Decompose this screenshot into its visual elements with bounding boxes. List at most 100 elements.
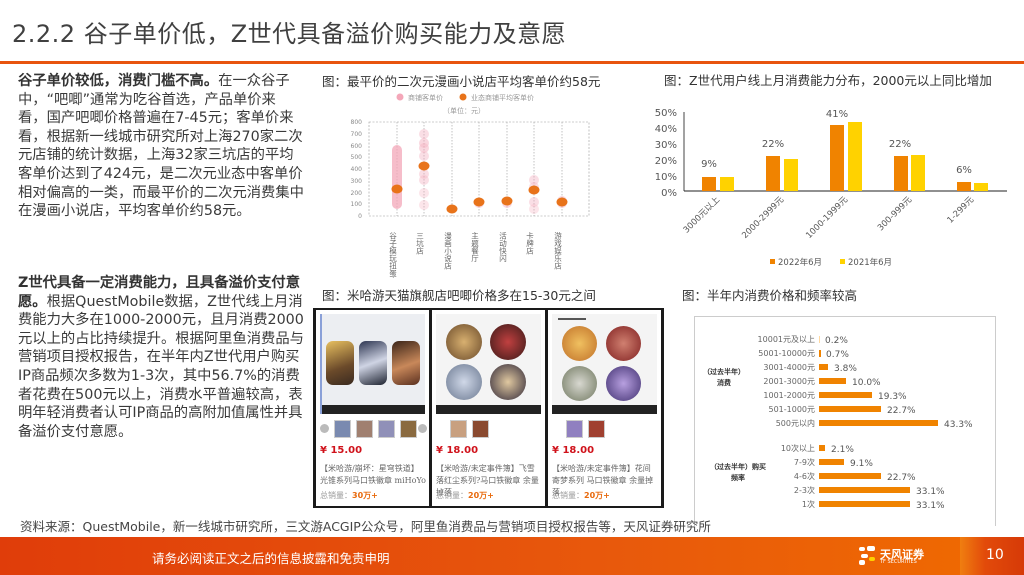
svg-text:300: 300 [351, 178, 363, 185]
products-caption: 图：米哈游天猫旗舰店吧唧价格多在15-30元之间 [322, 288, 596, 303]
spend-categories: 10001元及以上 5001-10000元 3001-4000元 2001-30… [758, 335, 815, 428]
footer-bar: 请务必阅读正文之后的信息披露和免责申明 天风证券 TF SECURITIES 1… [0, 537, 1024, 575]
svg-text:3000元以上: 3000元以上 [682, 195, 723, 236]
svg-text:1次: 1次 [802, 499, 815, 509]
group-label-spend: （过去半年） 消费 [703, 367, 745, 387]
legend-shop-marker [396, 93, 404, 101]
svg-text:700: 700 [351, 131, 363, 138]
svg-text:4-6次: 4-6次 [794, 471, 815, 481]
frequency-bars [819, 445, 910, 507]
svg-text:2.1%: 2.1% [831, 445, 854, 455]
svg-text:7-9次: 7-9次 [794, 457, 815, 467]
thumbnail-strip[interactable] [320, 420, 427, 440]
svg-text:600: 600 [351, 143, 363, 150]
svg-text:3.8%: 3.8% [834, 364, 857, 374]
product-image [320, 314, 425, 414]
product-name[interactable]: 【米哈游/未定事件簿】花间寄梦系列 马口铁徽章 余量掉落 [552, 464, 654, 497]
svg-text:6%: 6% [956, 165, 972, 176]
product-price: ¥ 18.00 [552, 445, 595, 456]
bars-2021 [720, 122, 988, 191]
svg-text:41%: 41% [826, 109, 848, 120]
x-axis-labels: 谷子模玩扭蛋店 三坑店 漫画小说店 主题餐厅 活动快闪 卡牌店 游戏娱乐店 [388, 231, 562, 278]
svg-text:30%: 30% [655, 140, 677, 151]
svg-text:3001-4000元: 3001-4000元 [763, 363, 815, 372]
bar-chart: 50% 40% 30% 20% 10% 0% 9% 22% 41% 22% 6%… [655, 108, 1007, 268]
title-divider [0, 61, 1024, 64]
svg-text:800: 800 [351, 119, 363, 126]
disclaimer-link[interactable]: 请务必阅读正文之后的信息披露和免责申明 [152, 551, 390, 566]
legend-avg-marker [459, 93, 467, 101]
svg-text:33.1%: 33.1% [916, 487, 945, 497]
scatter-caption: 图：最平价的二次元漫画小说店平均客单价约58元 [322, 74, 601, 89]
svg-text:500: 500 [351, 154, 363, 161]
product-card: ¥ 18.00 【米哈游/未定事件簿】花间寄梦系列 马口铁徽章 余量掉落 总销量… [548, 310, 661, 506]
y-axis-ticks: 800 700 600 500 400 300 200 100 0 [351, 119, 363, 220]
product-image [552, 314, 657, 414]
logo-text: 天风证券 [880, 548, 924, 561]
svg-text:19.3%: 19.3% [878, 392, 907, 402]
svg-text:200: 200 [351, 190, 363, 197]
bars-2022 [702, 125, 971, 191]
paragraph-lead: Z世代具备一定消费能力，且具备溢价支付意愿。 [18, 275, 301, 310]
product-image [436, 314, 541, 414]
svg-text:主题餐厅: 主题餐厅 [470, 231, 479, 262]
product-price: ¥ 15.00 [320, 445, 363, 456]
product-sales: 总销量：30万+ [320, 491, 378, 500]
svg-text:1-299元: 1-299元 [946, 195, 977, 226]
paragraph-gen-z: Z世代具备一定消费能力，且具备溢价支付意愿。根据QuestMobile数据，Z世… [18, 274, 304, 441]
thumbnail-strip[interactable] [436, 420, 541, 440]
svg-text:1000-1999元: 1000-1999元 [804, 195, 850, 241]
group-label-frequency: （过去半年）购买 频率 [710, 462, 766, 482]
svg-text:10次以上: 10次以上 [781, 443, 815, 453]
svg-text:43.3%: 43.3% [944, 420, 973, 430]
svg-text:100: 100 [351, 201, 363, 208]
svg-text:22%: 22% [762, 139, 784, 150]
svg-text:活动快闪: 活动快闪 [498, 231, 507, 262]
svg-text:1001-2000元: 1001-2000元 [763, 391, 815, 400]
svg-text:33.1%: 33.1% [916, 501, 945, 511]
scatter-chart: 商铺客单价 业态商铺平均客单价 （单位：元） 800 700 600 500 400 3… [351, 93, 590, 278]
svg-text:50%: 50% [655, 108, 677, 119]
svg-text:（过去半年）购买: （过去半年）购买 [710, 462, 766, 471]
logo-mark-icon [859, 546, 875, 565]
product-name[interactable]: 【米哈游/崩坏：星穹铁道】光锥系列马口铁徽章 miHoYo [320, 464, 426, 485]
svg-text:0.7%: 0.7% [826, 350, 849, 360]
svg-text:2000-2999元: 2000-2999元 [740, 195, 786, 241]
legend-2022-marker [770, 259, 775, 264]
svg-text:5001-10000元: 5001-10000元 [758, 349, 815, 358]
hbar-chart: （过去半年） 消费 （过去半年）购买 频率 10001元及以上 5001-100… [703, 335, 973, 511]
svg-text:9.1%: 9.1% [850, 459, 873, 469]
svg-text:卡牌店: 卡牌店 [525, 231, 534, 256]
svg-text:游戏娱乐店: 游戏娱乐店 [553, 231, 562, 271]
svg-text:0.2%: 0.2% [825, 336, 848, 346]
svg-text:消费: 消费 [717, 378, 731, 387]
svg-text:501-1000元: 501-1000元 [768, 405, 815, 414]
product-sales: 总销量：20万+ [436, 491, 494, 500]
svg-text:谷子模玩扭蛋店: 谷子模玩扭蛋店 [388, 232, 397, 278]
svg-text:（过去半年）: （过去半年） [703, 367, 745, 376]
svg-text:10.0%: 10.0% [852, 378, 881, 388]
paragraph-body: 在一众谷子中，“吧唧”通常为吃谷首选，产品单价来看，国产吧唧价格普遍在7-45元… [18, 73, 304, 220]
page-title: 2.2.2 谷子单价低，Z世代具备溢价购买能力及意愿 [12, 20, 567, 48]
spend-bars [819, 336, 938, 426]
legend-2022-label: 2022年6月 [778, 257, 822, 268]
svg-text:频率: 频率 [731, 473, 745, 482]
thumbnail-strip[interactable] [552, 420, 657, 440]
source-note: 资料来源：QuestMobile，新一线城市研究所，三文游ACGIP公众号，阿里… [20, 519, 711, 534]
footer-decoration [960, 537, 1024, 575]
frequency-values: 2.1% 9.1% 22.7% 33.1% 33.1% [831, 445, 945, 511]
svg-text:三坑店: 三坑店 [415, 232, 424, 256]
product-name[interactable]: 【米哈游/未定事件簿】飞雪落红尘系列?马口铁徽章 余量掉落 [436, 464, 539, 497]
svg-text:0: 0 [358, 213, 362, 220]
svg-text:漫画小说店: 漫画小说店 [443, 231, 452, 271]
logo-subtext: TF SECURITIES [880, 559, 917, 565]
svg-text:22.7%: 22.7% [887, 406, 916, 416]
page-number: 10 [986, 547, 1004, 563]
product-screenshots: ¥ 15.00 【米哈游/崩坏：星穹铁道】光锥系列马口铁徽章 miHoYo 总销… [313, 308, 664, 508]
legend-avg-label: 业态商铺平均客单价 [471, 93, 534, 102]
average-points [391, 161, 568, 214]
svg-text:2-3次: 2-3次 [794, 485, 815, 495]
product-card: ¥ 18.00 【米哈游/未定事件簿】飞雪落红尘系列?马口铁徽章 余量掉落 总销… [432, 310, 545, 506]
svg-text:0%: 0% [661, 188, 677, 199]
paragraph-body: 根据QuestMobile数据，Z世代线上月消费能力大多在1000-2000元，… [18, 293, 304, 440]
